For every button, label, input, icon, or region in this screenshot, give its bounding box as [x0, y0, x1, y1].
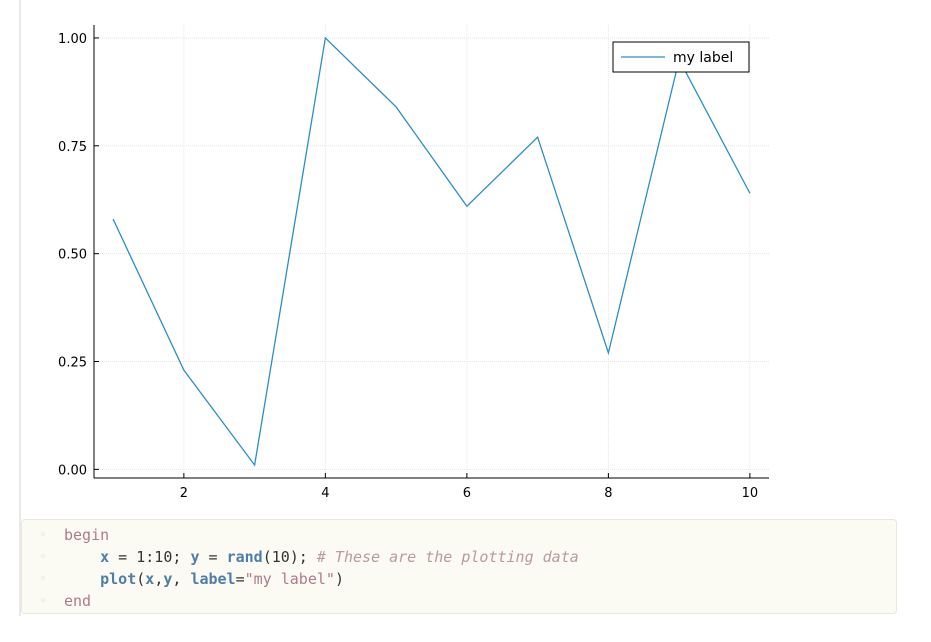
cell-output: 0.00 0.25 0.50 0.75 1.00 2 4 6 8 10 my label	[21, 0, 901, 518]
rand-args: (10);	[262, 548, 317, 566]
cell-rail[interactable]	[19, 0, 21, 616]
var-x: x	[100, 548, 110, 566]
code-line-1[interactable]: ◦ begin	[22, 524, 109, 546]
keyword-begin: begin	[64, 526, 110, 544]
x-tick-label: 2	[180, 486, 188, 501]
fn-rand: rand	[226, 548, 263, 566]
x-tick-label: 6	[463, 486, 471, 501]
code-line-2[interactable]: ◦ x = 1:10; y = rand(10); # These are th…	[22, 546, 579, 568]
line-gutter-dot: ◦	[39, 594, 47, 607]
legend-label: my label	[673, 50, 733, 66]
code-cell[interactable]: ◦ begin ◦ x = 1:10; y = rand(10); # These…	[21, 519, 897, 614]
arg-x: x	[145, 570, 155, 588]
x-tick-label: 10	[742, 486, 759, 501]
line-plot: 0.00 0.25 0.50 0.75 1.00 2 4 6 8 10 my label	[58, 25, 769, 501]
y-tick-label: 0.50	[58, 248, 87, 263]
line-gutter-dot: ◦	[39, 572, 47, 585]
keyword-end: end	[64, 592, 92, 610]
comma: ,	[154, 570, 164, 588]
code-comment: # These are the plotting data	[316, 548, 579, 566]
code-line-4[interactable]: ◦ end	[22, 590, 91, 612]
series-line	[112, 36, 751, 467]
assign-range: = 1:10;	[109, 548, 191, 566]
line-gutter-dot: ◦	[39, 550, 47, 563]
y-tick-label: 0.25	[58, 356, 87, 371]
var-y: y	[190, 548, 200, 566]
x-tick-label: 4	[321, 486, 329, 501]
equals: =	[235, 570, 245, 588]
paren-open: (	[136, 570, 146, 588]
x-tick-label: 8	[604, 486, 612, 501]
paren-close: )	[334, 570, 344, 588]
kwarg-label: label	[190, 570, 236, 588]
y-tick-label: 0.00	[58, 463, 87, 478]
label-string: "my label"	[244, 570, 335, 588]
arg-y: y	[163, 570, 173, 588]
y-tick-label: 0.75	[58, 140, 87, 155]
fn-plot: plot	[100, 570, 137, 588]
y-tick-label: 1.00	[58, 32, 87, 47]
comma: ,	[172, 570, 191, 588]
code-line-3[interactable]: ◦ plot(x,y, label="my label")	[22, 568, 344, 590]
assign-op: =	[199, 548, 227, 566]
line-gutter-dot: ◦	[39, 528, 47, 541]
